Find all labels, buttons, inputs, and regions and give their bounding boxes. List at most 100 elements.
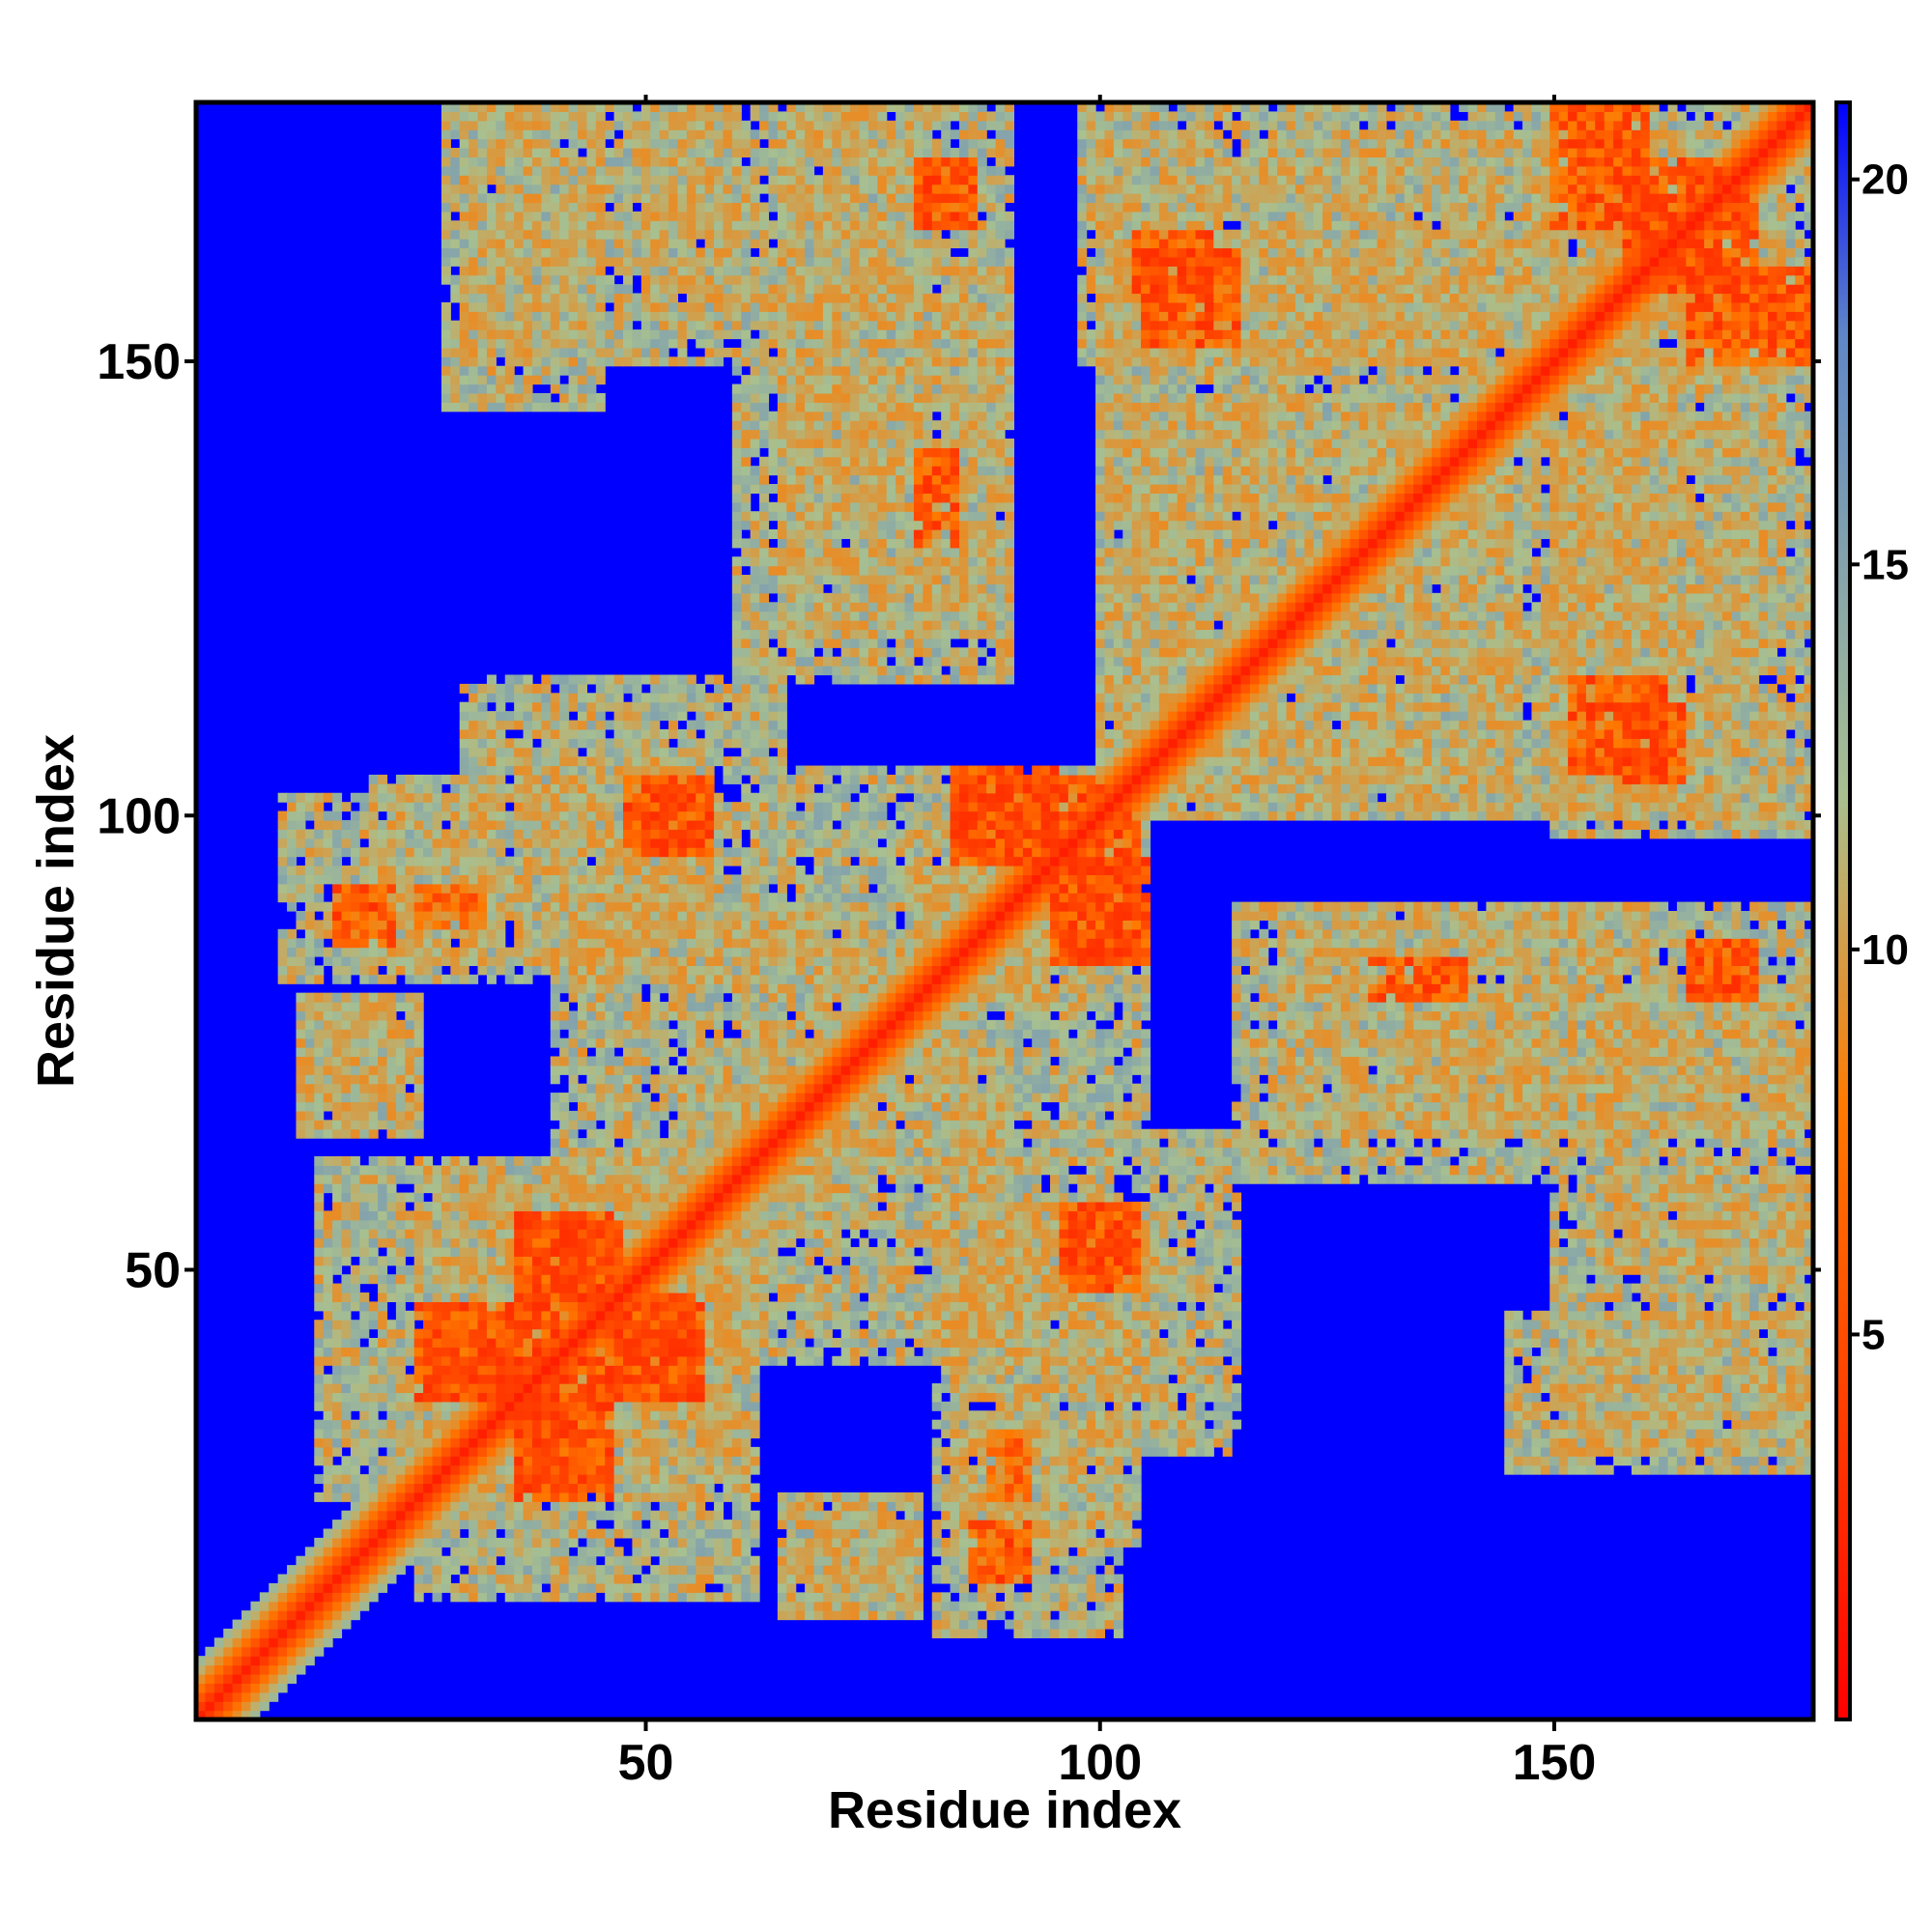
heatmap-cell — [1122, 1483, 1133, 1493]
heatmap-cell — [1785, 1229, 1796, 1239]
heatmap-cell — [595, 1355, 606, 1366]
heatmap-cell — [605, 1355, 615, 1366]
heatmap-cell — [986, 1565, 997, 1576]
heatmap-cell — [668, 1501, 679, 1512]
heatmap-cell — [1158, 1237, 1169, 1248]
heatmap-cell — [1086, 1237, 1096, 1248]
heatmap-cell — [650, 1320, 661, 1330]
heatmap-cell — [432, 1301, 442, 1312]
heatmap-cell — [577, 1483, 587, 1493]
heatmap-cell — [1222, 1219, 1233, 1230]
heatmap-cell — [1595, 1256, 1605, 1266]
heatmap-cell — [559, 1310, 570, 1321]
heatmap-cell — [559, 1555, 570, 1566]
heatmap-cell — [659, 1392, 669, 1403]
heatmap-cell — [613, 1456, 624, 1466]
heatmap-cell — [777, 1537, 787, 1548]
heatmap-cell — [432, 1547, 442, 1557]
heatmap-cell — [1168, 1256, 1179, 1266]
heatmap-cell — [514, 1374, 525, 1384]
heatmap-cell — [1013, 1565, 1024, 1576]
heatmap-cell — [1232, 1310, 1242, 1321]
heatmap-cell — [714, 1219, 724, 1230]
heatmap-cell — [777, 1347, 787, 1357]
heatmap-cell — [1232, 1219, 1242, 1230]
heatmap-cell — [805, 1555, 815, 1566]
heatmap-cell — [1186, 1437, 1197, 1448]
heatmap-cell — [577, 1256, 587, 1266]
heatmap-cell — [850, 1355, 861, 1366]
heatmap-cell — [913, 1510, 923, 1520]
heatmap-cell — [913, 1338, 923, 1349]
heatmap-cell — [941, 1301, 952, 1312]
heatmap-cell — [568, 1446, 579, 1457]
heatmap-cell — [213, 1710, 224, 1719]
heatmap-cell — [650, 1392, 661, 1403]
heatmap-cell — [913, 1537, 923, 1548]
heatmap-cell — [1631, 1392, 1641, 1403]
heatmap-cell — [1622, 1283, 1633, 1293]
heatmap-cell — [941, 1401, 952, 1411]
heatmap-cell — [696, 1246, 706, 1257]
heatmap-cell — [496, 1492, 506, 1502]
heatmap-cell — [877, 1338, 888, 1349]
heatmap-cell — [731, 1483, 742, 1493]
heatmap-cell — [413, 1528, 424, 1539]
heatmap-cell — [986, 1410, 997, 1421]
heatmap-cell — [568, 1283, 579, 1293]
heatmap-cell — [731, 1219, 742, 1230]
heatmap-cell — [541, 1365, 552, 1376]
heatmap-cell — [867, 1256, 878, 1266]
heatmap-cell — [1095, 1219, 1106, 1230]
heatmap-cell — [1077, 1619, 1088, 1630]
heatmap-cell — [359, 1501, 370, 1512]
heatmap-cell — [986, 1264, 997, 1275]
heatmap-cell — [913, 1501, 923, 1512]
heatmap-cell — [1131, 1355, 1142, 1366]
heatmap-cell — [378, 1310, 388, 1321]
heatmap-cell — [559, 1219, 570, 1230]
heatmap-cell — [704, 1338, 715, 1349]
heatmap-cell — [1195, 1256, 1206, 1266]
heatmap-cell — [323, 1283, 333, 1293]
heatmap-cell — [677, 1582, 688, 1593]
heatmap-cell — [1749, 1256, 1760, 1266]
heatmap-cell — [1767, 1246, 1777, 1257]
heatmap-cell — [668, 1528, 679, 1539]
heatmap-cell — [859, 1582, 869, 1593]
heatmap-cell — [496, 1274, 506, 1285]
heatmap-cell — [1131, 1501, 1142, 1512]
heatmap-cell — [514, 1229, 525, 1239]
heatmap-cell — [1721, 1446, 1732, 1457]
heatmap-cell — [469, 1565, 479, 1576]
heatmap-cell — [686, 1520, 696, 1530]
heatmap-cell — [895, 1310, 906, 1321]
heatmap-cell — [341, 1464, 352, 1475]
heatmap-cell — [350, 1582, 360, 1593]
heatmap-cell — [941, 1365, 952, 1376]
heatmap-cell — [913, 1320, 923, 1330]
heatmap-cell — [1558, 1256, 1569, 1266]
heatmap-cell — [1141, 1246, 1151, 1257]
heatmap-cell — [259, 1683, 270, 1693]
heatmap-cell — [640, 1283, 651, 1293]
heatmap-cell — [304, 1619, 315, 1630]
heatmap-cell — [886, 1246, 896, 1257]
heatmap-cell — [323, 1383, 333, 1394]
heatmap-cell — [550, 1283, 560, 1293]
heatmap-cell — [223, 1683, 234, 1693]
heatmap-cell — [1577, 1437, 1587, 1448]
heatmap-cell — [1005, 1456, 1014, 1466]
heatmap-cell — [1013, 1510, 1024, 1520]
heatmap-cell — [677, 1501, 688, 1512]
heatmap-cell — [1177, 1446, 1187, 1457]
heatmap-cell — [1104, 1374, 1115, 1384]
heatmap-cell — [867, 1582, 878, 1593]
heatmap-cell — [931, 1237, 942, 1248]
heatmap-cell — [931, 1229, 942, 1239]
heatmap-cell — [1067, 1246, 1078, 1257]
heatmap-cell — [950, 1355, 960, 1366]
heatmap-cell — [895, 1320, 906, 1330]
heatmap-cell — [877, 1610, 888, 1621]
heatmap-cell — [1032, 1292, 1042, 1302]
